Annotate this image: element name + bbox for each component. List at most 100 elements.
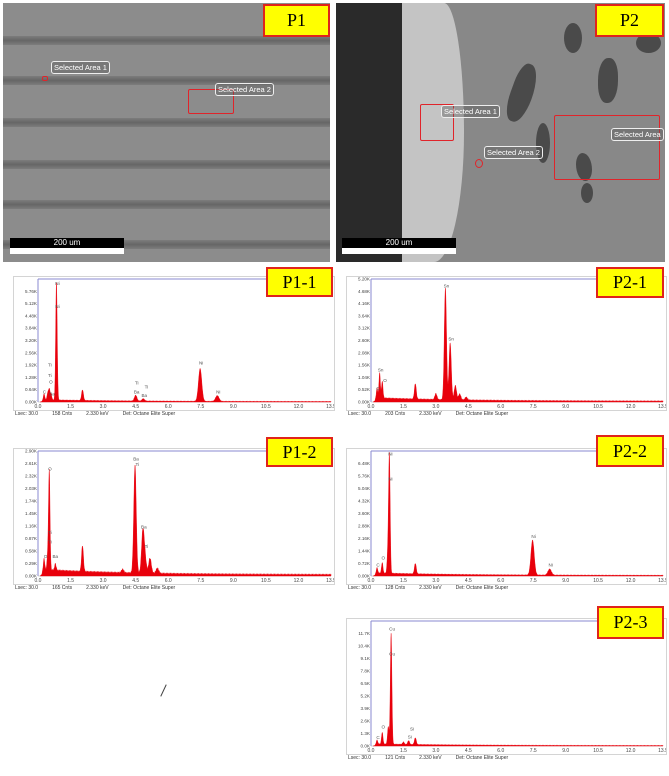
- panel-tag-p1-1: P1-1: [266, 267, 333, 297]
- y-tick-label: 3.20K: [25, 338, 38, 343]
- y-tick-label: 4.48K: [25, 313, 38, 318]
- y-tick-label: 0.52K: [358, 387, 371, 392]
- spectrum-chart-p1-2: 0.0 1.5 3.0 4.5 6.0 7.5 9.0 10.5 12.0 13.5 0.00K 0.…: [13, 448, 335, 585]
- dark-phase: [564, 23, 582, 53]
- sem-image-p2: Selected Area 1 Selected Area 2 Selected…: [336, 3, 665, 262]
- peak-label: Si: [410, 727, 414, 732]
- footer-counts: 158 Cnts: [52, 411, 73, 417]
- x-tick-label: 0.0: [368, 404, 375, 410]
- peak-label: Cu: [389, 652, 395, 657]
- footer-lsec: Lsec: 30.0: [348, 411, 372, 417]
- footer-counts: 128 Cnts: [385, 585, 406, 591]
- x-tick-label: 13.5: [326, 578, 334, 584]
- footer-det: Det: Octane Elite Super: [455, 411, 509, 417]
- x-tick-label: 1.5: [67, 578, 74, 584]
- y-tick-label: 4.32K: [358, 499, 371, 504]
- y-tick-label: 1.3K: [361, 731, 371, 736]
- layer-band: [3, 36, 330, 45]
- x-tick-label: 0.0: [35, 404, 42, 410]
- selected-area-3-box: [554, 115, 660, 180]
- y-tick-label: 0.00K: [358, 400, 371, 405]
- y-tick-label: 3.84K: [25, 326, 38, 331]
- dark-phase: [598, 58, 618, 103]
- y-tick-label: 5.76K: [358, 474, 371, 479]
- x-tick-label: 13.5: [658, 404, 666, 410]
- y-tick-label: 3.64K: [358, 313, 371, 318]
- peak-label: Ba: [49, 391, 55, 396]
- dark-phase: [536, 123, 550, 163]
- peak-label: C: [376, 735, 380, 740]
- y-tick-label: 7.8K: [361, 669, 371, 674]
- footer-lsec: Lsec: 30.0: [15, 585, 39, 591]
- y-tick-label: 1.45K: [25, 511, 38, 516]
- peak-label: Ti: [135, 462, 139, 467]
- peak-label: Ba: [141, 393, 147, 398]
- x-tick-label: 1.5: [400, 578, 407, 584]
- peak-label: Ti: [145, 544, 149, 549]
- y-tick-label: 5.12K: [25, 301, 38, 306]
- x-tick-label: 9.0: [562, 748, 569, 754]
- spectrum-area: [39, 465, 332, 577]
- y-tick-label: 0.29K: [25, 561, 38, 566]
- y-tick-label: 2.56K: [25, 350, 38, 355]
- x-tick-label: 7.5: [530, 578, 537, 584]
- footer-lsec: Lsec: 30.0: [348, 585, 372, 591]
- y-tick-label: 3.60K: [358, 511, 371, 516]
- y-tick-label: 9.1K: [361, 656, 371, 661]
- peak-label: Ni: [55, 281, 59, 286]
- spectrum-footer: Lsec: 30.0 165 Cnts 2.330 keV Det: Octane E…: [15, 585, 189, 591]
- footer-kev: 2.330 keV: [419, 755, 442, 761]
- x-tick-label: 4.5: [465, 578, 472, 584]
- peak-label: Sn: [444, 283, 450, 288]
- peak-label: O: [49, 380, 53, 385]
- x-tick-label: 10.5: [593, 578, 603, 584]
- selected-area-1-marker: [42, 76, 48, 81]
- y-tick-label: 6.5K: [361, 681, 371, 686]
- dark-phase: [581, 183, 593, 203]
- peak-label: Ba: [134, 389, 140, 394]
- spectrum-footer: Lsec: 30.0 121 Cnts 2.330 keV Det: Octane E…: [348, 755, 522, 761]
- panel-tag-p1: P1: [263, 4, 330, 37]
- y-tick-label: 2.03K: [25, 486, 38, 491]
- dark-substrate: [336, 3, 406, 262]
- y-tick-label: 1.16K: [25, 524, 38, 529]
- x-tick-label: 0.0: [368, 748, 375, 754]
- spectrum-plot: 0.0 1.5 3.0 4.5 6.0 7.5 9.0 10.5 12.0 13.5 0.00K 0.…: [358, 277, 666, 410]
- x-tick-label: 1.5: [67, 404, 74, 410]
- peak-label: Ni: [216, 389, 220, 394]
- spectrum-area: [372, 633, 664, 747]
- x-tick-label: 1.5: [400, 404, 407, 410]
- y-tick-label: 0.00K: [25, 574, 38, 579]
- dark-phase: [636, 33, 661, 53]
- x-tick-label: 7.5: [530, 748, 537, 754]
- footer-det: Det: Octane Elite Super: [455, 585, 509, 591]
- layer-band: [3, 200, 330, 209]
- x-tick-label: 10.5: [261, 578, 271, 584]
- y-tick-label: 2.60K: [358, 338, 371, 343]
- y-tick-label: 1.28K: [25, 375, 38, 380]
- x-tick-label: 1.5: [400, 748, 407, 754]
- spectrum-footer: Lsec: 30.0 158 Cnts 2.330 keV Det: Octane E…: [15, 411, 189, 417]
- scale-bar: 200 um: [10, 238, 124, 255]
- peak-label: Sn: [378, 367, 384, 372]
- spectrum-chart-p2-2: 0.0 1.5 3.0 4.5 6.0 7.5 9.0 10.5 12.0 13.5 0.00K 0.…: [346, 448, 667, 585]
- peak-label: O: [381, 556, 385, 561]
- spectrum-plot: 0.0 1.5 3.0 4.5 6.0 7.5 9.0 10.5 12.0 13.5 0.00K 0.…: [25, 278, 334, 410]
- x-tick-label: 6.0: [497, 404, 504, 410]
- footer-kev: 2.330 keV: [419, 585, 442, 591]
- spectrum-plot: 0.0 1.5 3.0 4.5 6.0 7.5 9.0 10.5 12.0 13.5 0.00K 0.…: [25, 449, 334, 584]
- panel-tag-p1-2: P1-2: [266, 437, 333, 467]
- footer-kev: 2.330 keV: [86, 585, 109, 591]
- peak-label: Ti: [48, 373, 52, 378]
- y-tick-label: 1.56K: [358, 363, 371, 368]
- y-tick-label: 3.9K: [361, 706, 371, 711]
- x-tick-label: 0.0: [368, 578, 375, 584]
- spectrum-plot: 0.0 1.5 3.0 4.5 6.0 7.5 9.0 10.5 12.0 13.5 0.00K 0.…: [358, 450, 666, 584]
- selected-area-1-label: Selected Area 1: [51, 61, 110, 74]
- selected-area-1-label: Selected Area 1: [441, 105, 500, 118]
- x-tick-label: 0.0: [35, 578, 42, 584]
- peak-label: Ti: [48, 530, 52, 535]
- layer-band: [3, 240, 330, 249]
- sem-image-p1: Selected Area 1 Selected Area 2 200 um: [3, 3, 330, 262]
- y-tick-label: 3.12K: [358, 326, 371, 331]
